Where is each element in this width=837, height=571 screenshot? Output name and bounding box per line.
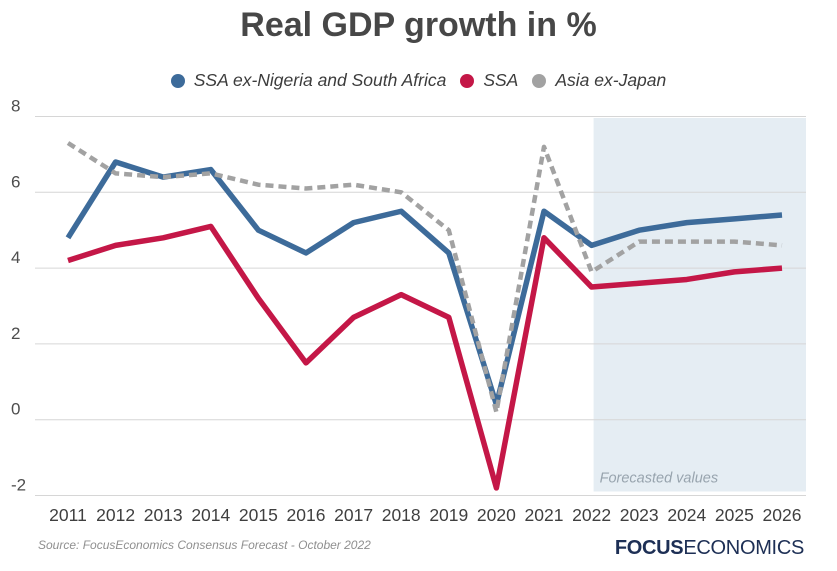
x-tick-label: 2016 [287, 505, 326, 525]
x-tick-label: 2021 [525, 505, 564, 525]
x-tick-label: 2024 [667, 505, 706, 525]
y-tick-label: 0 [11, 400, 20, 419]
legend-marker-icon [532, 73, 547, 88]
series-line-ssa-ex-nigeria-and-south-africa [65, 159, 783, 408]
logo-text-regular: ECONOMICS [683, 537, 804, 559]
x-tick-label: 2013 [144, 505, 183, 525]
y-tick-label: 4 [11, 248, 20, 267]
x-tick-label: 2022 [572, 505, 611, 525]
chart-legend: SSA ex-Nigeria and South Africa SSA Asia… [0, 70, 837, 91]
x-tick-label: 2020 [477, 505, 516, 525]
x-tick-label: 2017 [334, 505, 373, 525]
forecast-region [593, 118, 806, 492]
source-text: Source: FocusEconomics Consensus Forecas… [38, 538, 371, 552]
gdp-growth-line-chart: 8 6 4 2 0 -2 2011 2012 2013 2014 2015 2016 2017 2018 2… [11, 98, 806, 525]
legend-item-asia-ex-japan: Asia ex-Japan [532, 70, 666, 91]
logo-text-bold: FOCUS [614, 537, 684, 559]
y-tick-label: 2 [11, 324, 20, 343]
series-line-ssa [67, 223, 783, 491]
legend-item-ssa-ex-nigeria-south-africa: SSA ex-Nigeria and South Africa [170, 70, 447, 91]
y-tick-label: 8 [11, 98, 20, 116]
x-tick-label: 2012 [96, 505, 135, 525]
legend-item-label: SSA [483, 70, 519, 90]
forecast-label: Forecasted values [600, 471, 718, 487]
legend-item-ssa: SSA [460, 70, 518, 91]
x-tick-label: 2025 [715, 505, 754, 525]
x-tick-label: 2019 [429, 505, 468, 525]
chart-title: Real GDP growth in % [240, 6, 597, 44]
focuseconomics-logo: FOCUSECONOMICS [615, 537, 804, 560]
x-tick-label: 2014 [191, 505, 230, 525]
x-tick-label: 2018 [382, 505, 421, 525]
x-tick-label: 2015 [239, 505, 278, 525]
y-tick-label: -2 [11, 476, 26, 495]
legend-marker-icon [170, 73, 185, 88]
x-tick-label: 2011 [49, 505, 87, 525]
legend-item-label: Asia ex-Japan [555, 70, 667, 90]
legend-item-label: SSA ex-Nigeria and South Africa [193, 70, 447, 90]
legend-marker-icon [460, 73, 475, 88]
x-tick-label: 2026 [763, 505, 802, 525]
x-tick-label: 2023 [620, 505, 659, 525]
y-tick-label: 6 [11, 172, 20, 191]
